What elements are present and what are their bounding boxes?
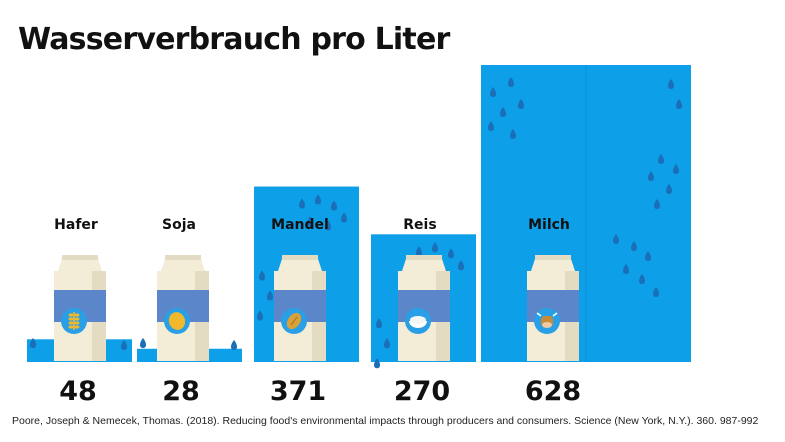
carton-cap: [406, 255, 442, 260]
water-drop-icon: [331, 200, 337, 211]
water-drop-icon: [654, 199, 660, 209]
value-label: 371: [270, 376, 326, 407]
water-drop-icon: [325, 220, 331, 231]
water-drop-icon: [376, 318, 382, 329]
wheat-grain: [68, 321, 74, 325]
water-drop-icon: [121, 340, 127, 350]
category-label: Soja: [162, 217, 196, 233]
category-label: Mandel: [271, 217, 329, 233]
carton-cap: [62, 255, 98, 260]
water-drop-icon: [518, 99, 524, 109]
water-drop-icon: [673, 164, 679, 174]
water-drop-icon: [653, 287, 659, 297]
milk-carton-soja: [157, 255, 209, 361]
milk-carton-hafer: [54, 255, 106, 361]
water-drop-icon: [668, 79, 674, 89]
rice-heap: [410, 316, 426, 324]
wheat-grain: [74, 321, 80, 325]
wheat-grain: [68, 317, 74, 321]
milk-carton-mandel: [274, 255, 326, 361]
carton-top: [161, 259, 205, 271]
cow-horn: [552, 312, 558, 317]
wheat-grain: [74, 317, 80, 321]
water-drop-icon: [416, 246, 422, 257]
almond-line: [290, 316, 298, 326]
wheat-grain: [74, 313, 80, 317]
water-drop-icon: [259, 270, 265, 281]
water-drop-icon: [488, 121, 494, 131]
water-drop-icon: [315, 194, 321, 205]
water-drop-icon: [631, 241, 637, 251]
carton-top: [402, 259, 446, 271]
water-drop-icon: [666, 184, 672, 194]
water-drop-icon: [299, 198, 305, 209]
water-drop-icon: [140, 338, 146, 348]
water-drop-icon: [658, 154, 664, 164]
water-drop-icon: [231, 340, 237, 350]
wheat-grain: [74, 325, 80, 329]
water-drop-icon: [432, 242, 438, 253]
water-drop-icon: [613, 234, 619, 244]
water-drop-icon: [490, 87, 496, 97]
water-drop-icon: [645, 251, 651, 261]
value-label: 48: [59, 376, 97, 407]
water-drop-icon: [341, 212, 347, 223]
water-drop-icon: [500, 107, 506, 117]
water-drop-icon: [639, 274, 645, 284]
cow-muzzle: [542, 322, 552, 328]
value-label: 28: [162, 376, 200, 407]
wheat-grain: [68, 313, 74, 317]
water-drop-icon: [448, 248, 454, 259]
water-bar-milch: [481, 65, 691, 362]
water-drop-icon: [374, 358, 380, 369]
category-label: Hafer: [54, 217, 98, 233]
value-label: 270: [394, 376, 450, 407]
water-drop-icon: [30, 338, 36, 348]
source-citation: Poore, Joseph & Nemecek, Thomas. (2018).…: [12, 415, 759, 427]
water-drop-icon: [648, 171, 654, 181]
water-drop-icon: [676, 99, 682, 109]
water-drop-icon: [307, 216, 313, 227]
category-label: Milch: [528, 217, 570, 233]
chart-title: Wasserverbrauch pro Liter: [18, 22, 450, 57]
carton-top: [531, 259, 575, 271]
carton-cap: [165, 255, 201, 260]
carton-top: [58, 259, 102, 271]
category-label: Reis: [403, 217, 436, 233]
carton-cap: [282, 255, 318, 260]
cow-horn: [536, 312, 542, 317]
carton-cap: [535, 255, 571, 260]
wheat-grain: [68, 325, 74, 329]
soybean-shape: [168, 312, 186, 330]
value-label: 628: [525, 376, 581, 407]
milk-carton-milch: [527, 255, 579, 361]
water-drop-icon: [623, 264, 629, 274]
water-drop-icon: [508, 77, 514, 87]
water-drop-icon: [384, 338, 390, 349]
water-drop-icon: [257, 310, 263, 321]
carton-top: [278, 259, 322, 271]
water-drop-icon: [510, 129, 516, 139]
water-drop-icon: [267, 290, 273, 301]
water-drop-icon: [458, 260, 464, 271]
milk-carton-reis: [398, 255, 450, 361]
